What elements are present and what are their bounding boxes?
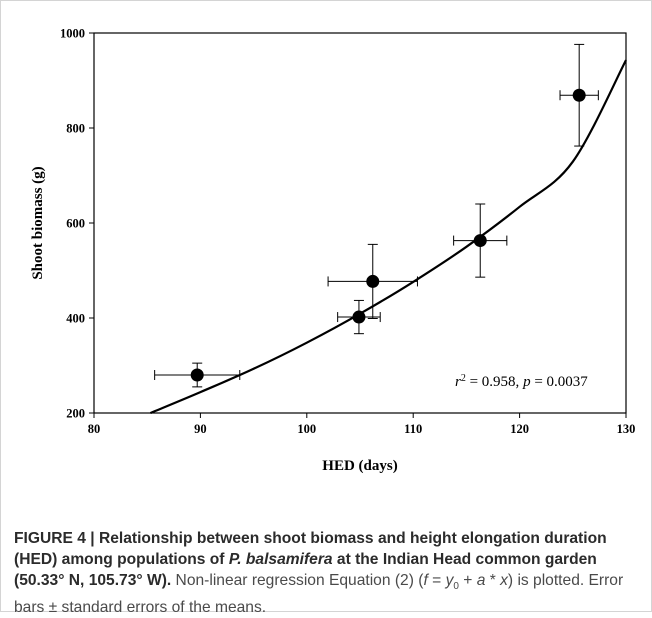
p-symbol: p: [522, 374, 531, 390]
eq-equals: =: [427, 572, 446, 589]
eq-f: f: [423, 572, 428, 589]
y-tick-label: 600: [66, 217, 85, 231]
y-tick-label: 800: [66, 122, 85, 136]
eq-star: *: [485, 572, 501, 589]
x-tick-label: 90: [194, 422, 207, 436]
r-symbol: r: [455, 374, 461, 390]
y-tick-label: 400: [66, 312, 85, 326]
data-point-marker: [572, 88, 586, 102]
caption-bold-2: at the Indian Head common garden (50.33°…: [14, 551, 597, 589]
eq-subscript: 0: [453, 581, 459, 593]
data-point-group: [327, 243, 418, 319]
data-point-marker: [366, 274, 380, 288]
data-point-marker: [473, 234, 487, 248]
plot-area-border: [93, 32, 627, 414]
eq-y: y: [445, 572, 454, 589]
x-tick-label: 100: [297, 422, 316, 436]
data-point-marker: [352, 310, 366, 324]
caption-bold-1: FIGURE 4 | Relationship between shoot bi…: [14, 530, 607, 568]
caption-plain-1: Non-linear regression Equation (2) (: [171, 572, 424, 589]
eq-a: a: [476, 572, 486, 589]
y-tick-label: 200: [66, 407, 85, 421]
axes: [93, 32, 627, 414]
data-point-group: [337, 299, 381, 335]
chart: 80 90 100 110 120 130 200 400 600 800 1000 HED (da…: [30, 27, 635, 475]
caption-species: P. balsamifera: [228, 551, 333, 568]
eq-x: x: [500, 572, 508, 589]
data-point-group: [559, 43, 599, 147]
ticks: 80 90 100 110 120 130 200 400 600 800 1000: [60, 27, 635, 437]
x-tick-label: 110: [404, 422, 422, 436]
p-value: = 0.0037: [531, 374, 589, 390]
data-points: [154, 43, 599, 388]
data-point-group: [453, 203, 508, 278]
r-superscript: 2: [461, 373, 466, 384]
x-axis-label: HED (days): [322, 458, 397, 474]
fit-curve-group: [149, 59, 627, 415]
data-point-group: [154, 362, 241, 388]
fit-statistics-annotation: r2 = 0.958, p = 0.0037: [455, 373, 588, 391]
x-tick-label: 120: [510, 422, 529, 436]
r-value: = 0.958,: [466, 374, 523, 390]
data-point-marker: [190, 368, 204, 382]
x-tick-label: 80: [88, 422, 101, 436]
y-axis-label: Shoot biomass (g): [30, 166, 46, 279]
x-tick-label: 130: [617, 422, 636, 436]
y-tick-label: 1000: [60, 27, 85, 41]
fit-curve: [149, 59, 627, 415]
eq-plus: +: [458, 572, 477, 589]
figure-caption: FIGURE 4 | Relationship between shoot bi…: [14, 528, 640, 618]
